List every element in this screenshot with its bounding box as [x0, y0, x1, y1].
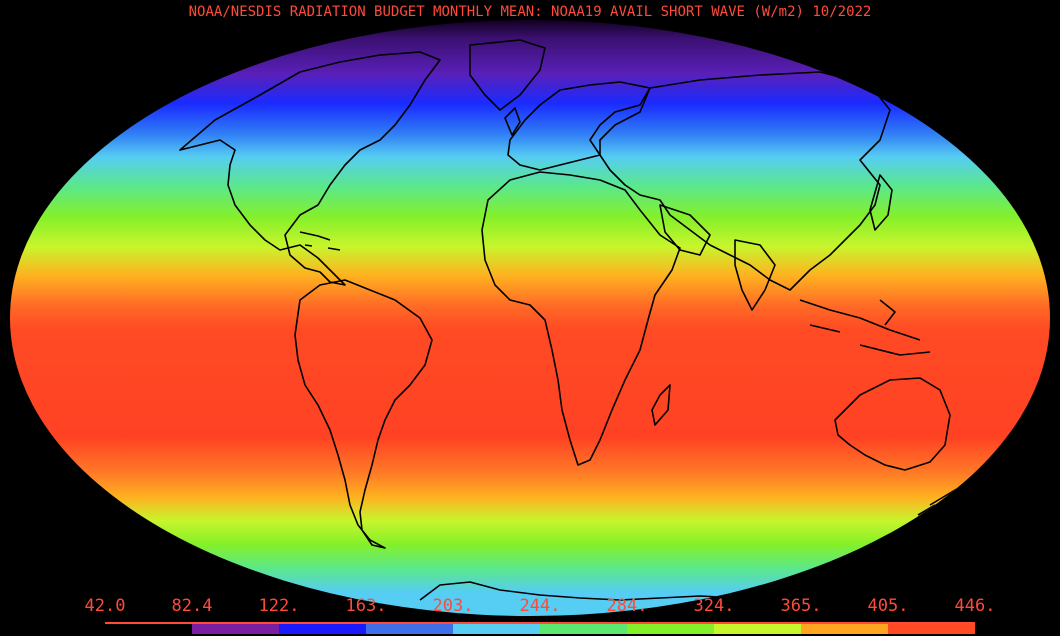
- color-legend-bar: [105, 622, 975, 634]
- legend-label: 122.: [258, 596, 300, 616]
- radiation-field: [10, 20, 1050, 616]
- coastline-asia: [599, 71, 891, 291]
- legend-label: 365.: [780, 596, 822, 616]
- legend-label: 203.: [432, 596, 474, 616]
- coastline-north-america: [179, 51, 441, 286]
- legend-label: 405.: [867, 596, 909, 616]
- coastline-arabia: [659, 204, 711, 256]
- map-title: NOAA/NESDIS RADIATION BUDGET MONTHLY MEA…: [189, 4, 872, 20]
- legend-label: 163.: [345, 596, 387, 616]
- legend-swatch: [105, 622, 192, 634]
- coastline-antarctica: [419, 581, 761, 601]
- legend-label: 324.: [693, 596, 735, 616]
- legend-label: 446.: [954, 596, 996, 616]
- coastline-indonesia: [799, 299, 931, 356]
- coastlines: [179, 39, 981, 601]
- legend-swatch: [366, 622, 453, 634]
- coastline-india: [734, 239, 776, 311]
- legend-swatch: [540, 622, 627, 634]
- legend-swatch: [888, 622, 975, 634]
- coastline-australia: [834, 377, 951, 471]
- coastline-africa: [481, 171, 681, 466]
- coastline-britain: [504, 107, 521, 136]
- coastline-madagascar: [651, 384, 671, 426]
- legend-swatch: [801, 622, 888, 634]
- coastline-caribbean: [299, 231, 341, 251]
- legend-swatch: [627, 622, 714, 634]
- coastline-greenland: [469, 39, 546, 111]
- legend-swatch: [453, 622, 540, 634]
- legend-label: 284.: [606, 596, 648, 616]
- legend-swatch: [279, 622, 366, 634]
- coastline-south-america: [294, 279, 433, 549]
- legend-swatch: [192, 622, 279, 634]
- legend-label: 82.4: [171, 596, 213, 616]
- coastline-europe: [507, 81, 651, 171]
- legend-label: 42.0: [84, 596, 126, 616]
- legend-tick-labels: 42.0 82.4 122. 163. 203. 244. 284. 324. 365. 405.…: [0, 596, 1060, 618]
- coastline-japan: [869, 174, 893, 231]
- legend-swatch: [714, 622, 801, 634]
- legend-label: 244.: [519, 596, 561, 616]
